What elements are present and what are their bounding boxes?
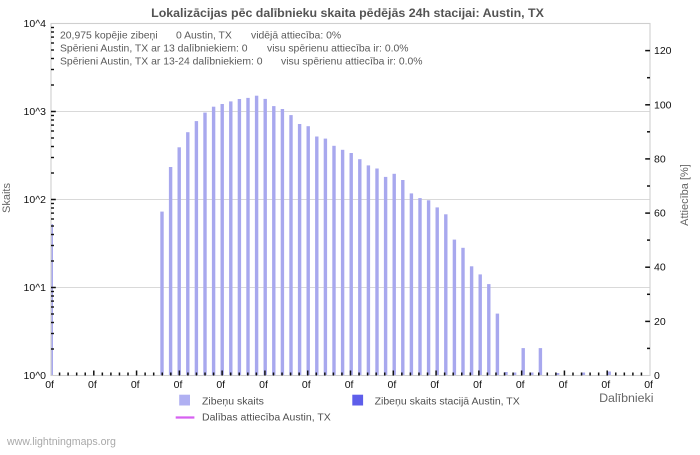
svg-text:vidējā attiecība: 0%: vidējā attiecība: 0% <box>251 31 341 42</box>
svg-text:10^0: 10^0 <box>24 370 47 382</box>
svg-text:10^4: 10^4 <box>24 18 47 30</box>
svg-text:0f: 0f <box>516 379 525 391</box>
svg-text:0f: 0f <box>302 379 311 391</box>
svg-text:0f: 0f <box>430 379 439 391</box>
svg-text:0f: 0f <box>644 379 653 391</box>
svg-text:0f: 0f <box>45 379 54 391</box>
svg-text:20: 20 <box>654 316 666 328</box>
svg-text:Dalības attiecība Austin, TX: Dalības attiecība Austin, TX <box>202 412 331 424</box>
svg-text:0f: 0f <box>174 379 183 391</box>
svg-text:Dalībnieki: Dalībnieki <box>599 391 653 405</box>
svg-text:10^3: 10^3 <box>24 106 47 118</box>
svg-text:0: 0 <box>654 370 660 382</box>
svg-text:Attiecība [%]: Attiecība [%] <box>679 164 691 226</box>
svg-text:www.lightningmaps.org: www.lightningmaps.org <box>6 436 116 448</box>
svg-text:0f: 0f <box>345 379 354 391</box>
svg-text:0f: 0f <box>259 379 268 391</box>
svg-text:Skaits: Skaits <box>1 183 13 213</box>
svg-text:20,975 kopējie zibeņi: 20,975 kopējie zibeņi <box>60 31 158 42</box>
svg-text:0f: 0f <box>216 379 225 391</box>
svg-text:Spērieni Austin, TX ar 13-24 d: Spērieni Austin, TX ar 13-24 dalībniekie… <box>60 57 263 68</box>
svg-text:Lokalizācijas pēc dalībnieku s: Lokalizācijas pēc dalībnieku skaita pēdē… <box>151 6 544 20</box>
svg-text:0f: 0f <box>131 379 140 391</box>
svg-text:visu spērienu attiecība ir: 0.: visu spērienu attiecība ir: 0.0% <box>281 57 423 68</box>
svg-text:60: 60 <box>654 208 666 220</box>
svg-text:visu spērienu attiecība ir: 0.: visu spērienu attiecība ir: 0.0% <box>267 44 409 55</box>
svg-text:120: 120 <box>654 45 672 57</box>
svg-text:10^2: 10^2 <box>24 194 47 206</box>
svg-text:0f: 0f <box>388 379 397 391</box>
svg-text:Spērieni Austin, TX ar 13 dalī: Spērieni Austin, TX ar 13 dalībniekiem: … <box>60 44 248 55</box>
svg-text:Zibeņu skaits: Zibeņu skaits <box>202 396 264 408</box>
svg-text:0f: 0f <box>473 379 482 391</box>
svg-text:0f: 0f <box>601 379 610 391</box>
svg-text:10^1: 10^1 <box>24 282 47 294</box>
svg-text:0 Austin, TX: 0 Austin, TX <box>176 31 232 42</box>
svg-text:40: 40 <box>654 262 666 274</box>
svg-text:80: 80 <box>654 153 666 165</box>
svg-text:0f: 0f <box>88 379 97 391</box>
svg-text:Zibeņu skaits stacijā Austin,: Zibeņu skaits stacijā Austin, TX <box>375 396 520 408</box>
svg-text:100: 100 <box>654 99 672 111</box>
svg-text:0f: 0f <box>559 379 568 391</box>
